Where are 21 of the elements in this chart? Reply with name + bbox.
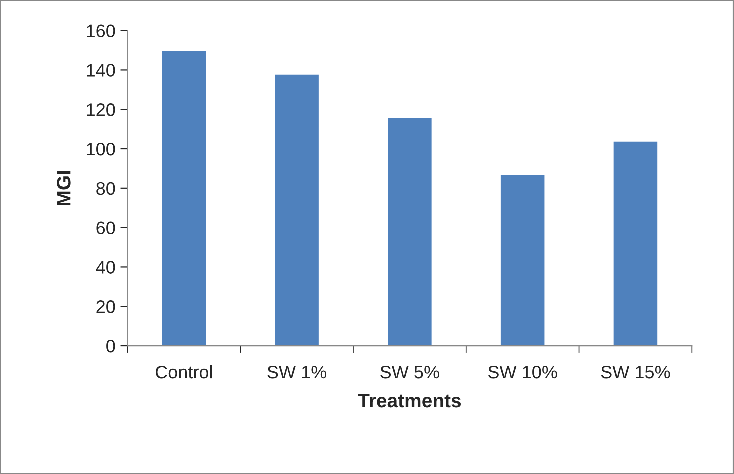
y-tick-label: 40 bbox=[96, 261, 116, 274]
x-tick-label: SW 1% bbox=[268, 366, 327, 379]
bar bbox=[500, 174, 546, 346]
y-tick-label: 120 bbox=[87, 104, 116, 116]
x-tick-label: SW 10% bbox=[488, 366, 558, 379]
bar bbox=[386, 116, 434, 346]
y-axis-title: MGI bbox=[57, 171, 71, 206]
x-axis-title: Treatments bbox=[358, 394, 462, 408]
y-tick-label: 160 bbox=[87, 24, 116, 38]
bar bbox=[612, 140, 659, 346]
x-tick-label: SW 15% bbox=[601, 366, 670, 379]
bar bbox=[160, 50, 208, 346]
x-tick-label: Control bbox=[156, 365, 212, 379]
y-tick-label: 140 bbox=[87, 64, 116, 77]
x-tick-label: SW 5% bbox=[380, 366, 440, 379]
y-tick-label: 80 bbox=[96, 182, 116, 196]
y-tick-label: 0 bbox=[106, 340, 116, 353]
y-tick-label: 20 bbox=[96, 300, 116, 314]
y-tick-label: 60 bbox=[96, 222, 116, 235]
bar bbox=[274, 73, 320, 346]
y-tick-label: 100 bbox=[87, 142, 116, 156]
